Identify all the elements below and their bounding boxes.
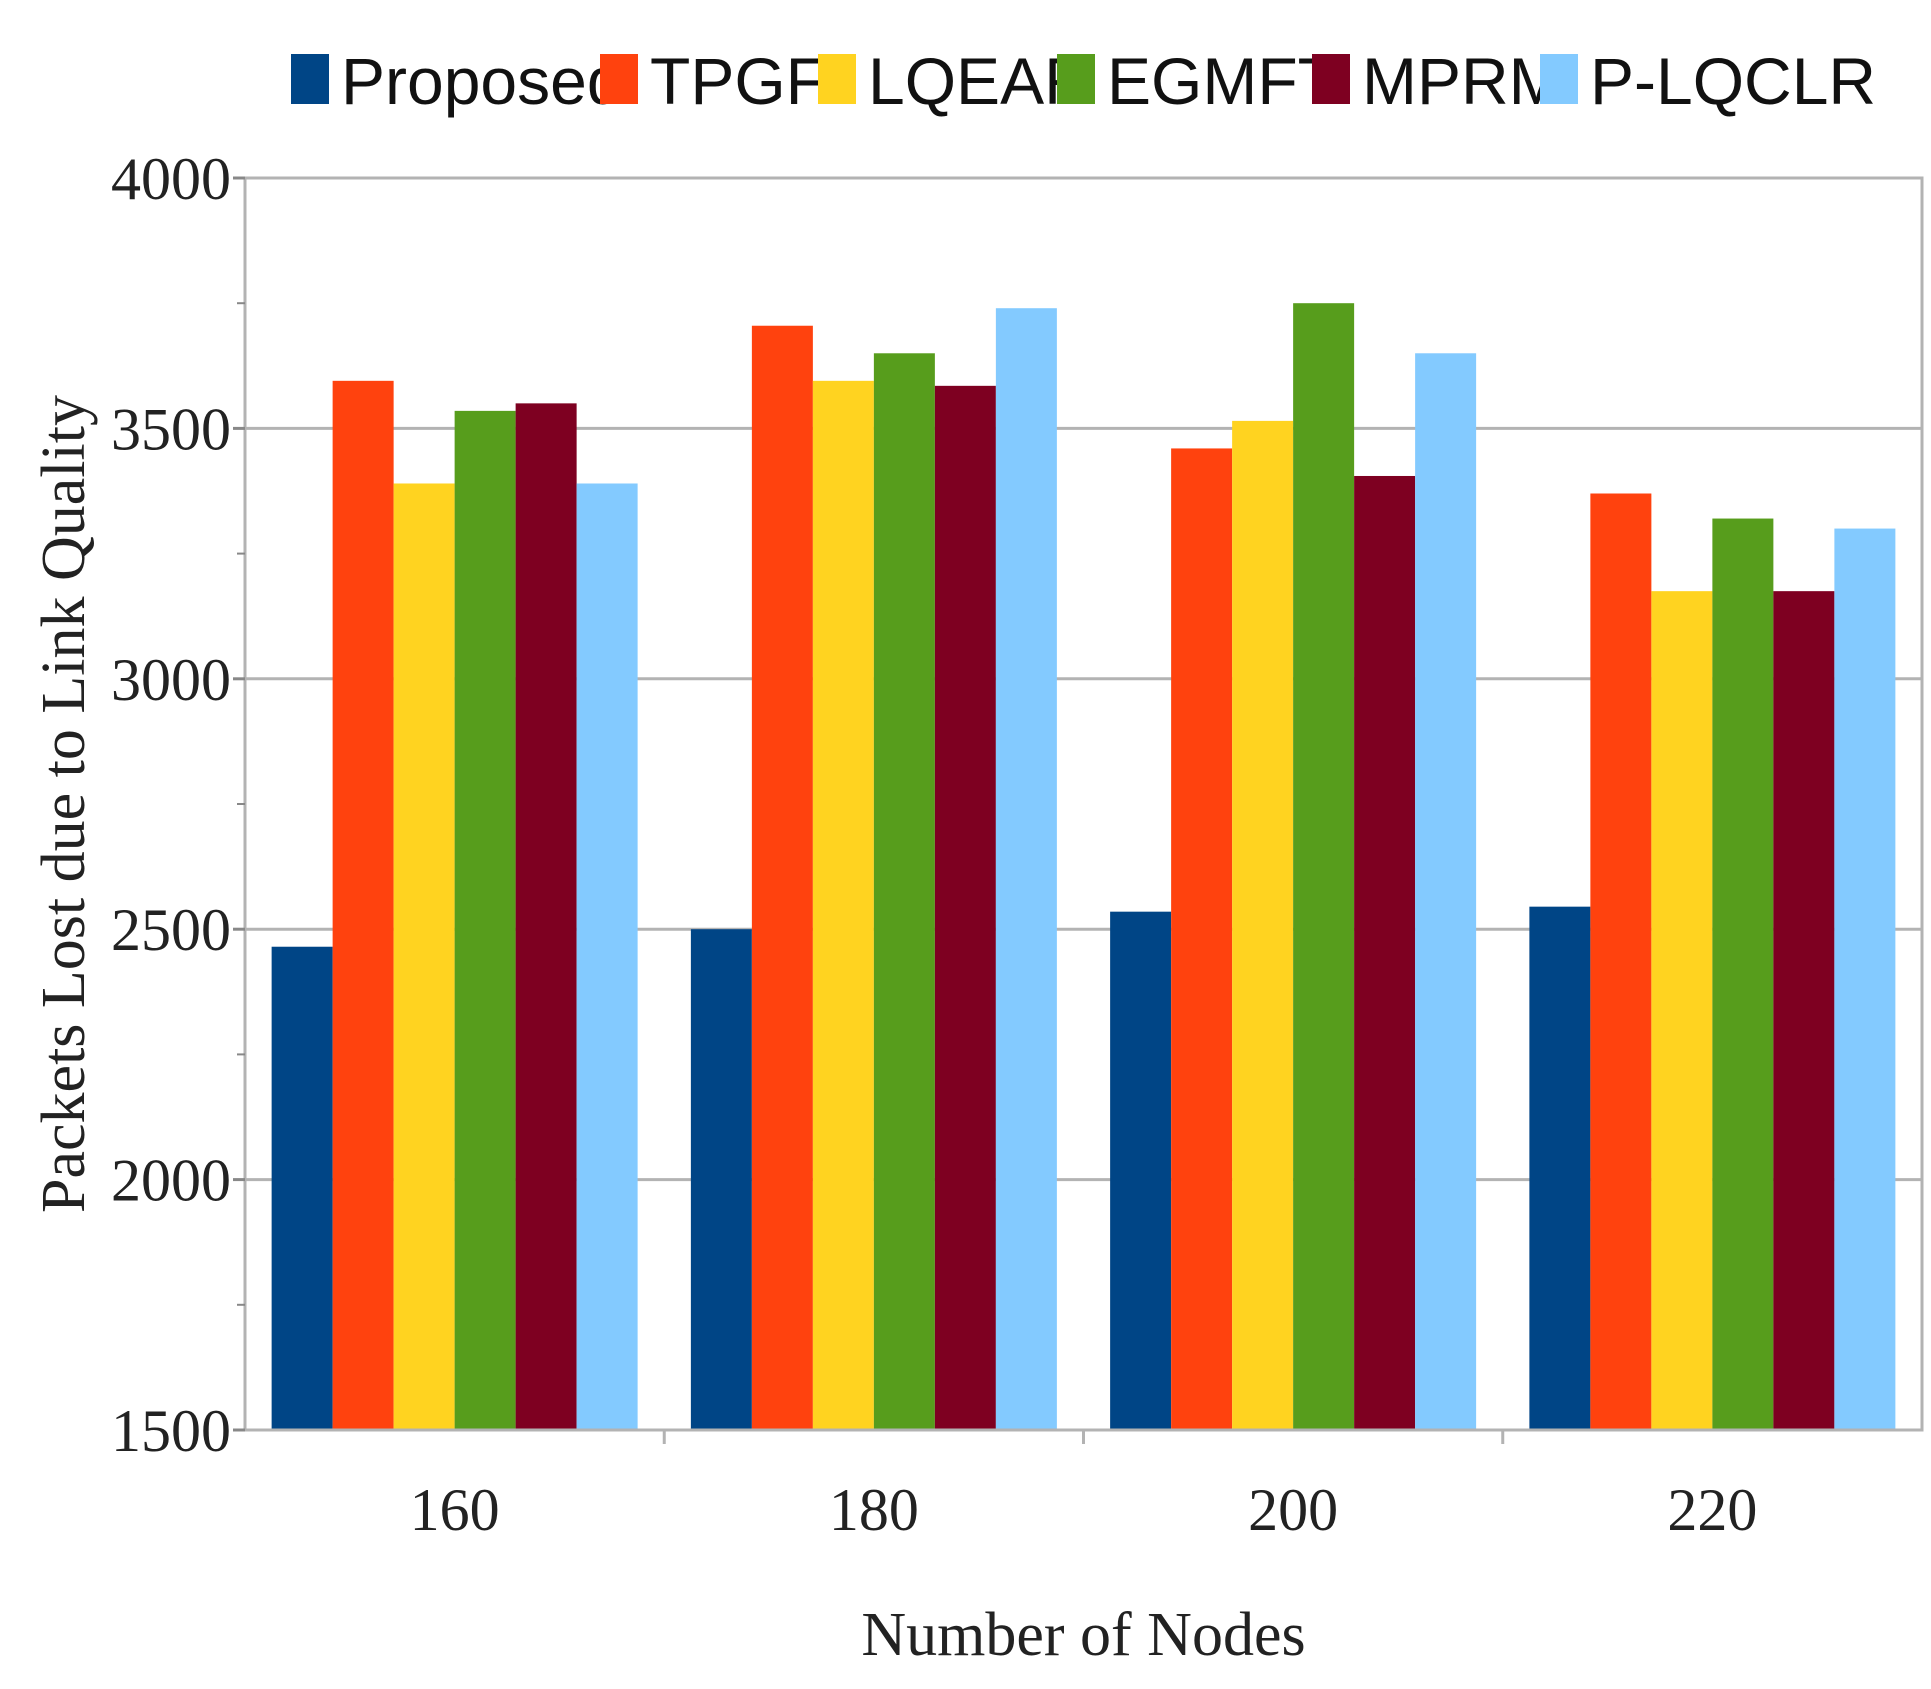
- x-axis-label: Number of Nodes: [861, 1601, 1305, 1669]
- x-tick-label-160: 160: [410, 1477, 500, 1543]
- bar-proposed-200: [1110, 911, 1172, 1430]
- bar-proposed-180: [690, 929, 752, 1430]
- y-tick-label-2500: 2500: [111, 897, 231, 963]
- x-tick-label-180: 180: [829, 1477, 919, 1543]
- bar-proposed-220: [1529, 906, 1591, 1430]
- bar-p-lqclr-160: [576, 483, 638, 1430]
- legend-swatch-egmft: [1057, 54, 1095, 104]
- x-axis-ticks: 160 180 200 220: [410, 1430, 1757, 1543]
- bar-mprm-200: [1354, 475, 1416, 1430]
- bars: [271, 303, 1896, 1431]
- bar-proposed-160: [271, 946, 333, 1430]
- bar-mprm-160: [515, 403, 577, 1430]
- bar-lqear-180: [812, 380, 874, 1431]
- x-tick-label-220: 220: [1667, 1477, 1757, 1543]
- bar-tpgf-200: [1171, 448, 1233, 1430]
- bar-egmft-220: [1712, 518, 1774, 1430]
- legend-swatch-tpgf: [600, 54, 638, 104]
- bar-p-lqclr-180: [995, 308, 1057, 1430]
- y-tick-label-4000: 4000: [111, 146, 231, 212]
- legend-swatch-proposed: [291, 54, 329, 104]
- legend: Proposed TPGF LQEAR EGMFT MPRM P-LQCLR: [291, 44, 1876, 118]
- bar-lqear-160: [393, 483, 455, 1430]
- legend-label-lqear: LQEAR: [868, 44, 1092, 118]
- legend-swatch-mprm: [1312, 54, 1350, 104]
- legend-swatch-lqear: [818, 54, 856, 104]
- bar-mprm-180: [934, 385, 996, 1430]
- legend-label-egmft: EGMFT: [1107, 44, 1338, 118]
- legend-label-p-lqclr: P-LQCLR: [1590, 44, 1876, 118]
- bar-lqear-220: [1651, 591, 1713, 1430]
- legend-label-mprm: MPRM: [1362, 44, 1564, 118]
- y-axis-ticks: 1500 2000 2500 3000 3500 4000: [111, 146, 245, 1464]
- bar-mprm-220: [1773, 591, 1835, 1430]
- legend-swatch-p-lqclr: [1540, 54, 1578, 104]
- bar-egmft-160: [454, 410, 516, 1430]
- bar-egmft-180: [873, 353, 935, 1430]
- legend-label-proposed: Proposed: [341, 44, 624, 118]
- bar-tpgf-220: [1590, 493, 1652, 1430]
- y-tick-label-3000: 3000: [111, 647, 231, 713]
- bar-tpgf-180: [751, 325, 813, 1431]
- bar-tpgf-160: [332, 380, 394, 1431]
- y-axis-label: Packets Lost due to Link Quality: [30, 395, 98, 1213]
- y-tick-label-2000: 2000: [111, 1148, 231, 1214]
- bar-lqear-200: [1232, 420, 1294, 1430]
- legend-label-tpgf: TPGF: [650, 44, 826, 118]
- y-tick-label-3500: 3500: [111, 396, 231, 462]
- y-tick-label-1500: 1500: [111, 1398, 231, 1464]
- bar-p-lqclr-220: [1834, 528, 1896, 1430]
- x-tick-label-200: 200: [1248, 1477, 1338, 1543]
- bar-egmft-200: [1293, 303, 1355, 1431]
- bar-p-lqclr-200: [1415, 353, 1477, 1430]
